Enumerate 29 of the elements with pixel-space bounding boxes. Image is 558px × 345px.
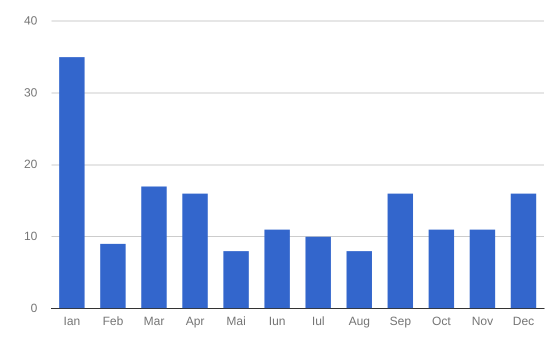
x-tick-label: Oct (432, 314, 452, 328)
x-tick-label: Iul (312, 314, 325, 328)
bar (510, 194, 536, 308)
bar (223, 251, 249, 308)
y-tick-label: 40 (24, 14, 38, 28)
x-tick-label: Mai (226, 314, 246, 328)
y-tick-label: 20 (24, 157, 38, 172)
x-tick-label: Feb (102, 314, 124, 328)
x-tick-label: Sep (390, 314, 412, 328)
x-tick-label: Nov (472, 314, 494, 328)
x-tick-label: Ian (64, 314, 80, 328)
bar (388, 194, 414, 308)
bar (470, 230, 496, 308)
bar (346, 251, 372, 308)
x-tick-label: Dec (512, 314, 534, 328)
bar (141, 186, 167, 308)
y-tick-label: 0 (30, 300, 38, 315)
y-tick-label: 10 (24, 229, 38, 244)
x-tick-label: Aug (348, 314, 370, 328)
x-tick-label: Iun (268, 314, 286, 328)
bar (305, 236, 331, 308)
bar (100, 244, 126, 308)
y-tick-label: 30 (24, 85, 38, 100)
bar (264, 230, 290, 308)
x-tick-label: Apr (186, 314, 204, 328)
bar (182, 194, 208, 308)
bar (59, 57, 85, 308)
x-tick-label: Mar (144, 314, 164, 328)
bar (428, 230, 454, 308)
